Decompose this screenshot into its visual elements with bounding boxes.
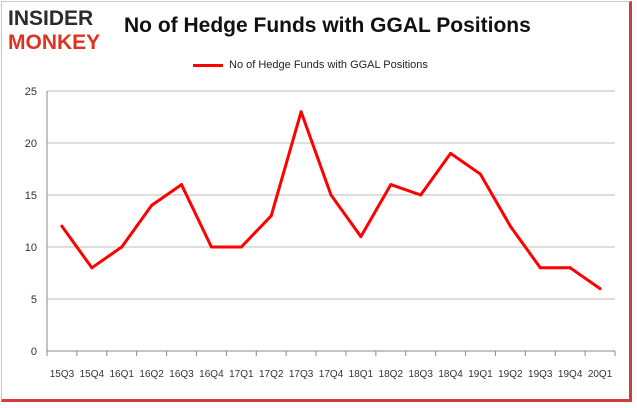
- x-tick-label: 17Q4: [319, 369, 344, 380]
- legend-label: No of Hedge Funds with GGAL Positions: [229, 59, 428, 71]
- x-tick-label: 16Q2: [139, 369, 164, 380]
- data-point: [568, 266, 572, 270]
- x-tick-label: 19Q2: [498, 369, 523, 380]
- data-point: [419, 193, 423, 197]
- data-point: [329, 193, 333, 197]
- x-tick-label: 19Q1: [468, 369, 493, 380]
- x-tick-label: 15Q4: [80, 369, 105, 380]
- data-point: [598, 287, 602, 291]
- data-point: [120, 245, 124, 249]
- data-point: [150, 203, 154, 207]
- legend-swatch: [193, 63, 223, 67]
- y-tick-label: 10: [25, 242, 37, 254]
- data-point: [478, 172, 482, 176]
- x-tick-label: 19Q3: [528, 369, 553, 380]
- x-tick-label: 16Q1: [110, 369, 135, 380]
- x-tick-label: 16Q3: [169, 369, 194, 380]
- x-tick-label: 17Q2: [259, 369, 284, 380]
- data-point: [90, 266, 94, 270]
- data-point: [359, 235, 363, 239]
- x-tick-label: 18Q3: [408, 369, 433, 380]
- chart-title: No of Hedge Funds with GGAL Positions: [124, 14, 531, 37]
- data-point: [209, 245, 213, 249]
- x-tick-label: 18Q1: [349, 369, 374, 380]
- x-tick-label: 18Q4: [438, 369, 463, 380]
- x-tick-label: 20Q1: [588, 369, 613, 380]
- series-layer: [60, 110, 602, 291]
- x-tick-label: 19Q4: [558, 369, 583, 380]
- data-point: [180, 183, 184, 187]
- y-tick-labels: 0 5 10 15 20 25: [25, 86, 37, 358]
- data-point: [389, 183, 393, 187]
- data-point: [508, 224, 512, 228]
- chart-frame: [1, 1, 632, 402]
- data-point: [538, 266, 542, 270]
- axes: [46, 91, 616, 356]
- y-tick-label: 0: [31, 346, 37, 358]
- x-tick-label: 17Q1: [229, 369, 254, 380]
- data-point: [269, 214, 273, 218]
- insider-monkey-logo: INSIDER MONKEY: [8, 8, 120, 56]
- x-tick-labels: 15Q3 15Q4 16Q1 16Q2 16Q3 16Q4 17Q1 17Q2 17Q3 17Q4…: [50, 369, 613, 380]
- chart-legend: No of Hedge Funds with GGAL Positions: [193, 57, 428, 73]
- series-line: [60, 110, 602, 291]
- x-tick-label: 18Q2: [379, 369, 404, 380]
- data-point: [449, 151, 453, 155]
- y-tick-label: 25: [25, 86, 37, 98]
- x-tick-label: 17Q3: [289, 369, 314, 380]
- x-tick-label: 15Q3: [50, 369, 75, 380]
- data-point: [239, 245, 243, 249]
- data-point: [60, 224, 64, 228]
- logo-text-bottom: MONKEY: [8, 31, 101, 54]
- logo-text-top: INSIDER: [8, 7, 94, 30]
- y-tick-label: 15: [25, 190, 37, 202]
- x-tick-label: 16Q4: [199, 369, 224, 380]
- y-tick-label: 5: [31, 294, 37, 306]
- y-tick-label: 20: [25, 138, 37, 150]
- data-point: [299, 110, 303, 114]
